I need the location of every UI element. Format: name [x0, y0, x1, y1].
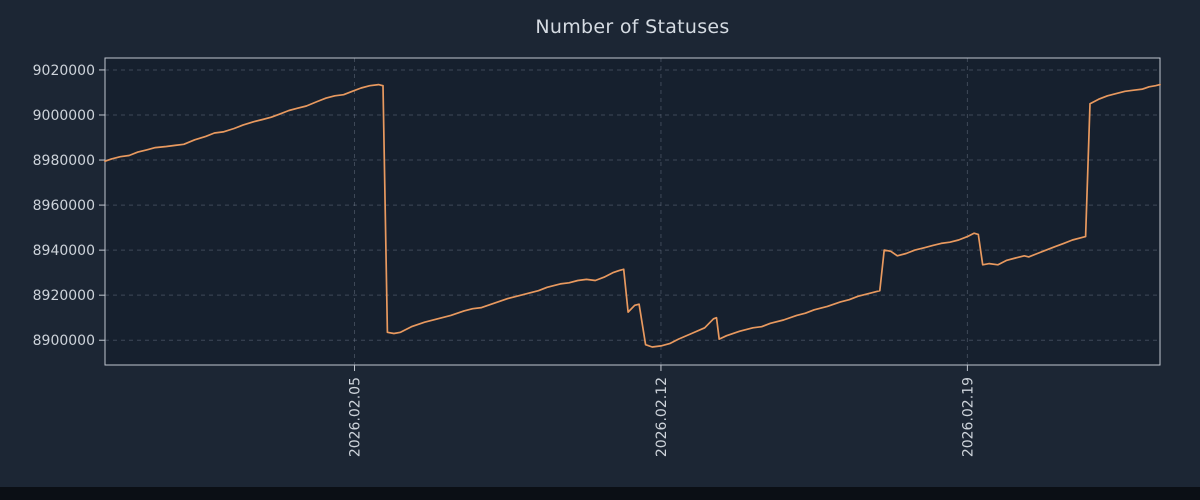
y-tick-label: 8980000	[33, 153, 95, 169]
y-tick-label: 8900000	[33, 333, 95, 349]
bottom-bar	[0, 487, 1200, 500]
chart-title: Number of Statuses	[535, 16, 730, 38]
series-line-statuses	[104, 83, 1161, 348]
y-tick-label: 9020000	[33, 63, 95, 79]
y-tick-label: 8940000	[33, 243, 95, 259]
plot-area	[105, 58, 1160, 365]
y-tick-label: 8920000	[33, 288, 95, 304]
x-tick-label: 2026.02.19	[960, 377, 976, 457]
x-tick-label: 2026.02.12	[654, 377, 670, 457]
y-tick-label: 9000000	[33, 108, 95, 124]
plot-border	[104, 57, 1161, 366]
x-tick-label: 2026.02.05	[347, 377, 363, 457]
y-tick-label: 8960000	[33, 198, 95, 214]
